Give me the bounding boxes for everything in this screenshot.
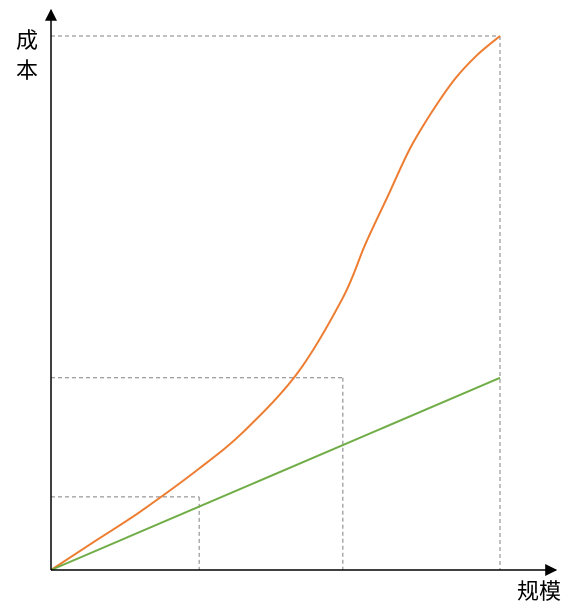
reference-lines — [51, 35, 501, 570]
series-lines — [50, 35, 501, 571]
series-line-2 — [50, 376, 501, 571]
y-axis-label-line1: 成 — [16, 29, 38, 54]
series-line-1 — [50, 35, 501, 571]
x-axis-label: 规模 — [517, 580, 561, 605]
y-axis-label-line2: 本 — [16, 59, 38, 84]
